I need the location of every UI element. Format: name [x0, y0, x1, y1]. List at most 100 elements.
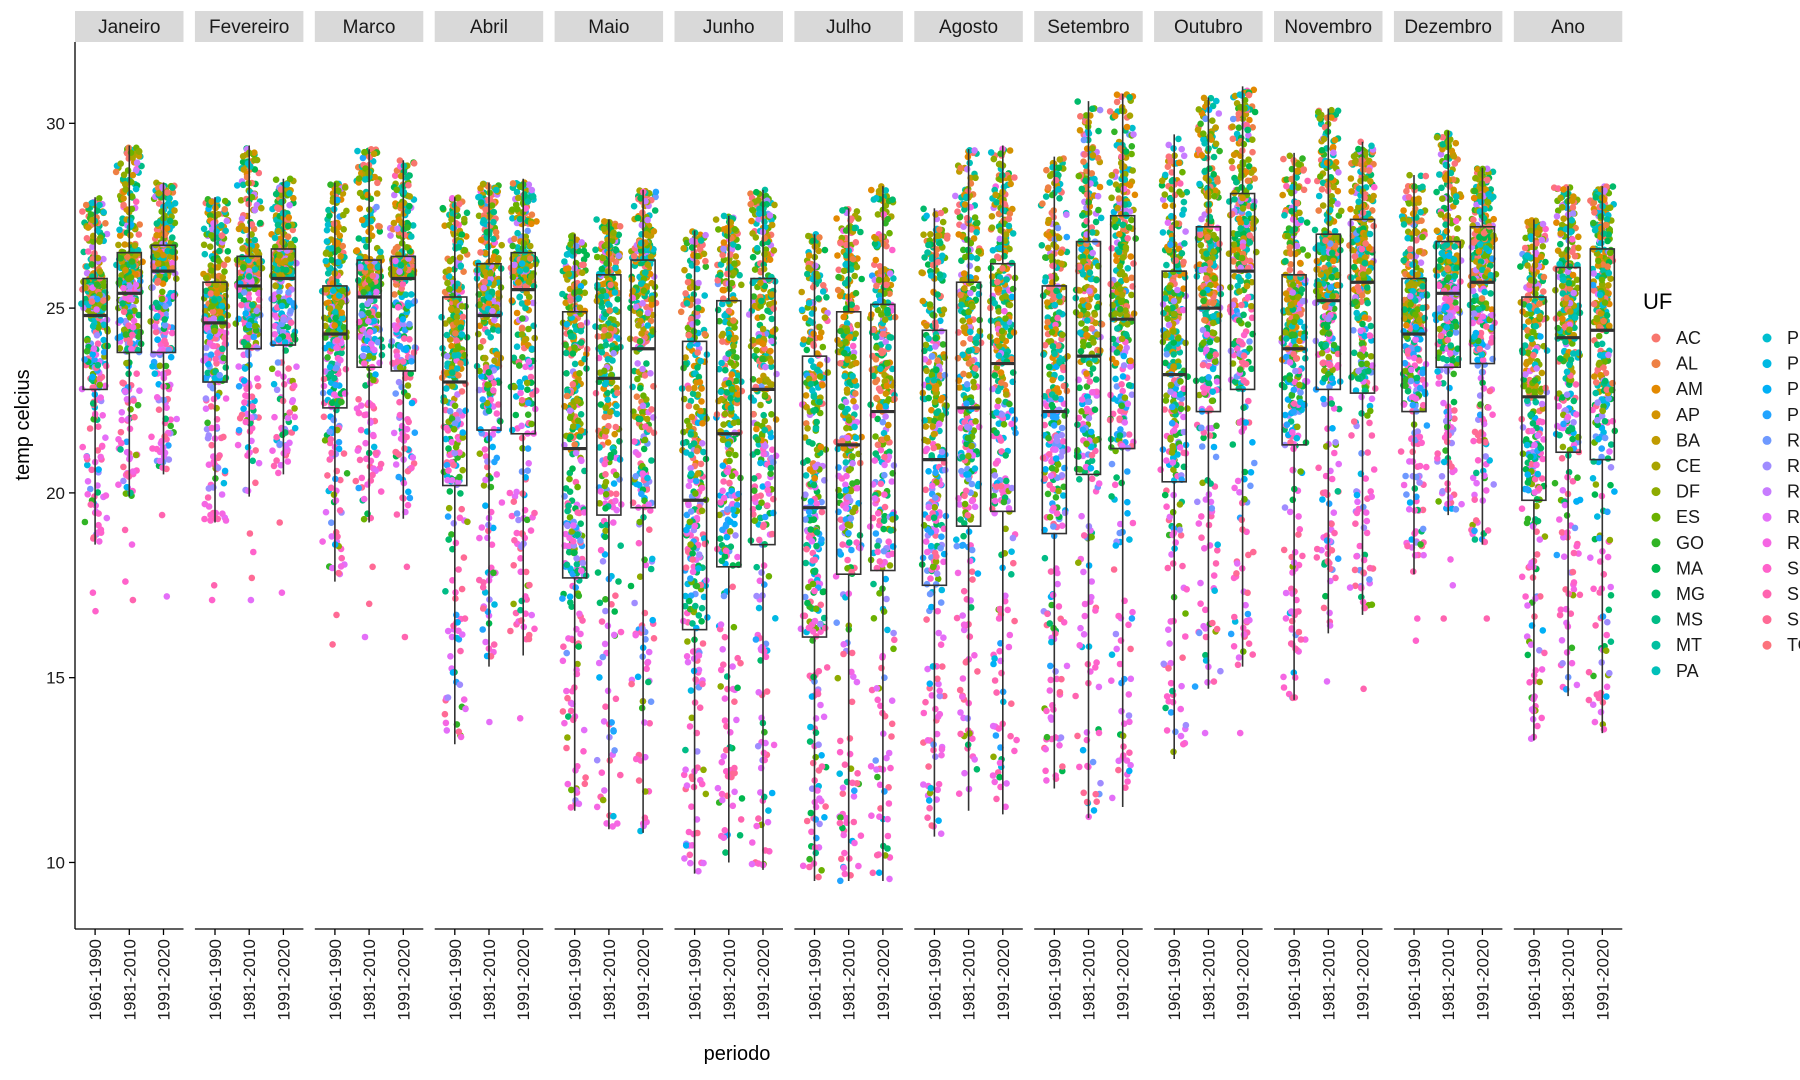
- jitter-point: [153, 251, 161, 259]
- jitter-point: [245, 321, 253, 329]
- jitter-point: [117, 254, 124, 262]
- outlier-point: [246, 530, 254, 537]
- jitter-point: [637, 384, 644, 392]
- jitter-point: [293, 363, 300, 371]
- jitter-point: [481, 446, 489, 453]
- jitter-point: [575, 592, 583, 600]
- jitter-point: [100, 336, 107, 344]
- jitter-point: [119, 379, 126, 387]
- jitter-point: [629, 383, 636, 391]
- jitter-point: [523, 379, 531, 387]
- jitter-point: [335, 438, 343, 446]
- jitter-point: [460, 554, 468, 561]
- jitter-point: [115, 279, 123, 287]
- jitter-point: [366, 255, 374, 263]
- jitter-point: [356, 189, 364, 197]
- jitter-point: [342, 365, 350, 373]
- jitter-point: [327, 436, 335, 443]
- jitter-point: [599, 796, 607, 804]
- jitter-point: [322, 508, 330, 516]
- jitter-point: [599, 254, 607, 262]
- jitter-point: [330, 416, 338, 424]
- jitter-point: [102, 220, 109, 227]
- jitter-point: [120, 308, 128, 316]
- jitter-point: [272, 282, 279, 290]
- jitter-point: [279, 239, 286, 246]
- jitter-point: [235, 363, 242, 370]
- jitter-point: [452, 330, 459, 337]
- jitter-point: [127, 232, 134, 239]
- jitter-point: [521, 191, 528, 198]
- jitter-point: [484, 381, 491, 389]
- jitter-point: [490, 569, 497, 577]
- outlier-point: [122, 578, 129, 585]
- jitter-point: [358, 216, 366, 224]
- jitter-point: [163, 404, 170, 412]
- jitter-point: [646, 526, 653, 533]
- jitter-point: [118, 439, 125, 447]
- jitter-point: [579, 559, 587, 567]
- jitter-point: [359, 352, 367, 360]
- jitter-point: [258, 204, 265, 212]
- jitter-point: [216, 308, 224, 315]
- jitter-point: [362, 439, 369, 447]
- jitter-point: [410, 349, 418, 356]
- jitter-point: [156, 362, 164, 370]
- jitter-point: [513, 510, 521, 517]
- jitter-point: [457, 490, 464, 497]
- jitter-point: [148, 433, 155, 441]
- jitter-point: [286, 175, 294, 183]
- jitter-point: [443, 727, 451, 734]
- jitter-point: [235, 426, 243, 434]
- jitter-points: [78, 86, 1619, 885]
- jitter-point: [511, 261, 518, 269]
- jitter-point: [205, 461, 213, 469]
- jitter-point: [272, 190, 280, 198]
- jitter-point: [602, 341, 610, 349]
- jitter-point: [528, 345, 536, 353]
- jitter-point: [448, 216, 455, 223]
- jitter-point: [89, 199, 96, 207]
- jitter-point: [444, 513, 452, 520]
- jitter-point: [118, 416, 126, 424]
- jitter-point: [570, 716, 577, 724]
- jitter-point: [290, 332, 298, 339]
- jitter-point: [235, 315, 242, 323]
- jitter-point: [506, 489, 514, 497]
- jitter-point: [252, 247, 260, 255]
- jitter-point: [202, 274, 210, 282]
- jitter-point: [90, 534, 98, 541]
- jitter-point: [518, 300, 526, 307]
- jitter-point: [602, 527, 609, 535]
- jitter-point: [320, 413, 328, 421]
- jitter-point: [609, 823, 616, 830]
- jitter-point: [563, 392, 571, 400]
- jitter-point: [607, 281, 614, 289]
- jitter-point: [209, 308, 217, 316]
- jitter-point: [610, 812, 617, 820]
- jitter-point: [128, 345, 135, 353]
- jitter-point: [567, 599, 574, 606]
- jitter-point: [479, 626, 487, 633]
- jitter-point: [443, 424, 450, 432]
- jitter-point: [360, 515, 368, 523]
- jitter-point: [599, 653, 607, 661]
- jitter-point: [201, 515, 208, 523]
- jitter-point: [563, 744, 570, 752]
- jitter-point: [128, 205, 136, 213]
- jitter-point: [602, 596, 609, 603]
- jitter-point: [255, 459, 263, 467]
- jitter-point: [135, 231, 143, 238]
- jitter-point: [253, 307, 260, 315]
- jitter-point: [112, 168, 120, 176]
- jitter-point: [206, 243, 214, 250]
- jitter-point: [490, 641, 498, 648]
- jitter-point: [577, 339, 585, 346]
- jitter-point: [489, 443, 497, 451]
- jitter-point: [224, 312, 232, 319]
- jitter-point: [103, 514, 111, 522]
- jitter-point: [96, 381, 104, 389]
- jitter-point: [283, 266, 290, 274]
- jitter-point: [205, 432, 212, 439]
- jitter-point: [171, 200, 179, 207]
